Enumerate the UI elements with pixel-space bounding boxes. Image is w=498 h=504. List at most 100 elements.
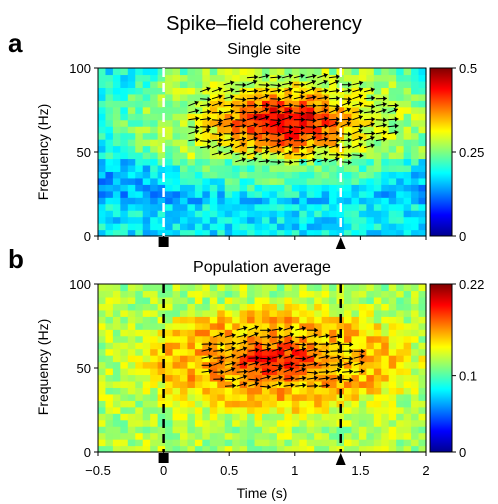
heatmap-cell <box>105 126 114 134</box>
heatmap-cell <box>262 303 271 311</box>
heatmap-cell <box>165 229 174 237</box>
heatmap-cell <box>366 445 375 453</box>
heatmap-cell <box>202 203 211 211</box>
heatmap-cell <box>381 374 390 382</box>
heatmap-cell <box>344 380 353 388</box>
heatmap-cell <box>321 164 330 172</box>
heatmap-cell <box>120 374 129 382</box>
heatmap-cell <box>344 400 353 408</box>
heatmap-cell <box>284 439 293 447</box>
heatmap-cell <box>105 80 114 88</box>
heatmap-cell <box>269 413 278 421</box>
heatmap-cell <box>172 322 181 330</box>
heatmap-cell <box>209 380 218 388</box>
heatmap-cell <box>224 335 233 343</box>
heatmap-cell <box>284 322 293 330</box>
heatmap-cell <box>239 119 248 127</box>
heatmap-cell <box>396 87 405 95</box>
heatmap-cell <box>209 74 218 82</box>
heatmap-cell <box>224 361 233 369</box>
heatmap-cell <box>396 432 405 440</box>
heatmap-cell <box>276 406 285 414</box>
heatmap-cell <box>157 68 166 76</box>
heatmap-cell <box>247 380 256 388</box>
heatmap-cell <box>344 445 353 453</box>
heatmap-cell <box>418 316 427 324</box>
heatmap-cell <box>291 164 300 172</box>
phase-arrow-head <box>358 135 363 141</box>
heatmap-cell <box>209 419 218 427</box>
heatmap-cell <box>135 335 144 343</box>
heatmap-cell <box>269 152 278 160</box>
heatmap-cell <box>396 374 405 382</box>
phase-arrow-head <box>278 326 283 332</box>
heatmap-cell <box>254 413 263 421</box>
heatmap-cell <box>180 74 189 82</box>
heatmap-cell <box>351 106 360 114</box>
phase-arrow-head <box>232 340 236 346</box>
heatmap-cell <box>411 368 420 376</box>
heatmap-cell <box>202 100 211 108</box>
heatmap-cell <box>172 380 181 388</box>
heatmap-cell <box>336 380 345 388</box>
phase-arrow-head <box>347 152 352 158</box>
heatmap-cell <box>157 216 166 224</box>
phase-arrow-head <box>276 150 282 156</box>
heatmap-cell <box>344 223 353 231</box>
heatmap-cell <box>112 322 121 330</box>
heatmap-cell <box>329 152 338 160</box>
heatmap-cell <box>120 87 129 95</box>
heatmap-cell <box>262 216 271 224</box>
heatmap-cell <box>202 80 211 88</box>
heatmap-cell <box>358 74 367 82</box>
heatmap-cell <box>202 184 211 192</box>
phase-arrow-head <box>229 143 234 148</box>
phase-arrow-head <box>195 116 200 122</box>
heatmap-cell <box>112 68 121 76</box>
phase-arrow-head <box>208 346 213 352</box>
heatmap-cell <box>418 68 427 76</box>
heatmap-cell <box>381 413 390 421</box>
heatmap-cell <box>105 361 114 369</box>
heatmap-cell <box>351 329 360 337</box>
heatmap-cell <box>284 296 293 304</box>
heatmap-cell <box>105 145 114 153</box>
heatmap-cell <box>127 68 136 76</box>
heatmap-cell <box>142 406 151 414</box>
heatmap-cell <box>150 100 159 108</box>
heatmap-cell <box>105 329 114 337</box>
phase-arrow-head <box>288 108 293 115</box>
heatmap-cell <box>98 348 107 356</box>
heatmap-cell <box>336 322 345 330</box>
heatmap-cell <box>276 393 285 401</box>
heatmap-cell <box>180 439 189 447</box>
heatmap-cell <box>366 303 375 311</box>
heatmap-cell <box>284 223 293 231</box>
heatmap-cell <box>329 406 338 414</box>
heatmap-cell <box>291 216 300 224</box>
heatmap-cell <box>180 290 189 298</box>
heatmap-cell <box>418 139 427 147</box>
heatmap-cell <box>142 368 151 376</box>
heatmap-cell <box>329 439 338 447</box>
phase-arrow-head <box>359 80 364 86</box>
heatmap-cell <box>284 329 293 337</box>
heatmap-cell <box>329 229 338 237</box>
heatmap-cell <box>209 348 218 356</box>
heatmap-cell <box>194 80 203 88</box>
heatmap-cell <box>314 229 323 237</box>
heatmap-cell <box>373 106 382 114</box>
heatmap-cell <box>344 229 353 237</box>
heatmap-cell <box>127 426 136 434</box>
heatmap-cell <box>180 216 189 224</box>
heatmap-cell <box>150 87 159 95</box>
heatmap-cell <box>172 368 181 376</box>
phase-arrow-head <box>311 135 316 141</box>
heatmap-cell <box>269 355 278 363</box>
heatmap-cell <box>314 177 323 185</box>
heatmap-cell <box>135 197 144 205</box>
phase-arrow-head <box>394 130 399 136</box>
phase-arrow-head <box>290 353 295 359</box>
heatmap-cell <box>388 400 397 408</box>
heatmap-cell <box>314 184 323 192</box>
